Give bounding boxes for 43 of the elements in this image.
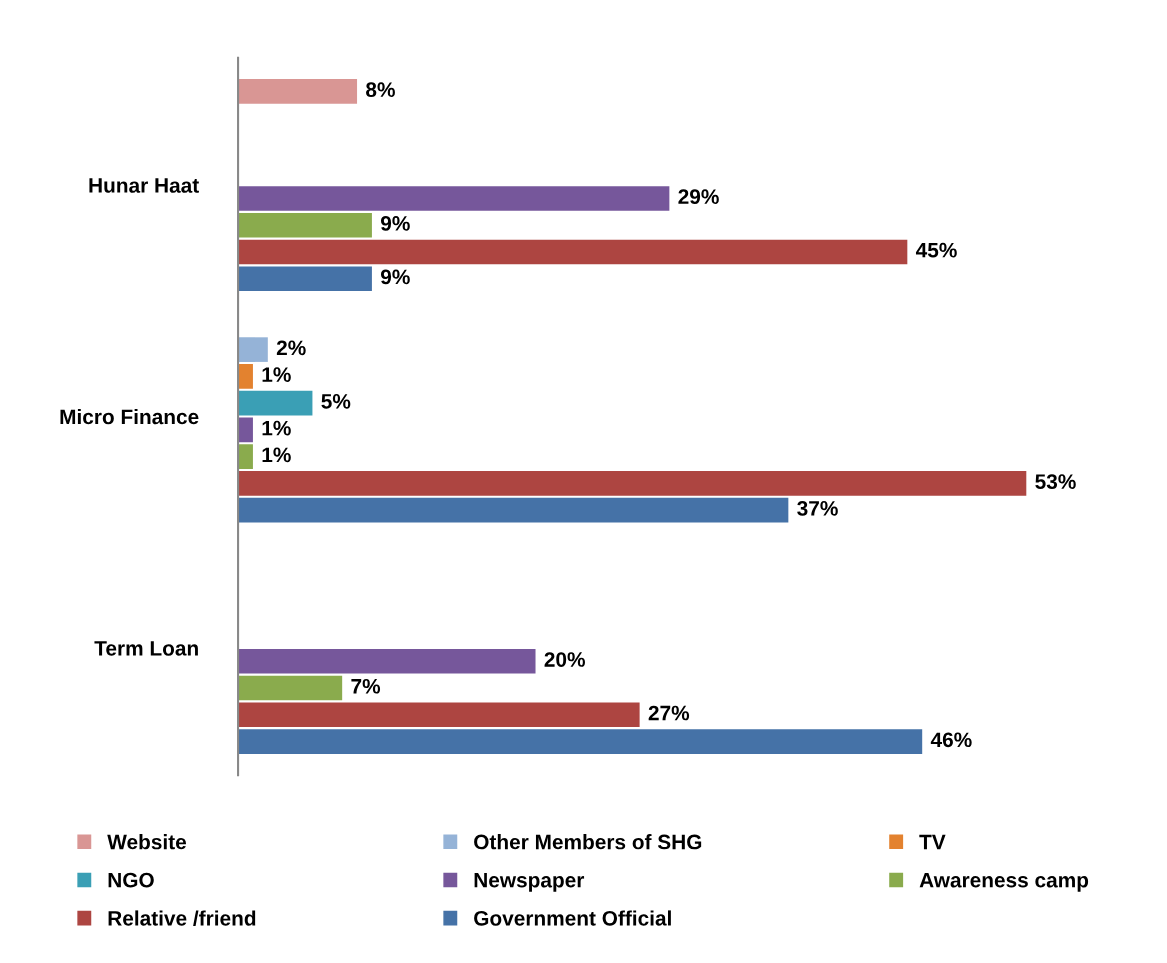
data-label: 9% — [380, 216, 410, 231]
bar — [238, 79, 358, 104]
data-label: 53% — [1035, 474, 1076, 490]
data-label: 5% — [321, 394, 351, 409]
data-label: 8% — [366, 82, 395, 98]
data-label: 9% — [380, 269, 410, 285]
bar — [238, 702, 640, 728]
legend-label: Newspaper — [474, 872, 585, 892]
bar — [238, 497, 789, 523]
data-label: 46% — [930, 732, 972, 748]
bar — [238, 390, 313, 416]
bar — [238, 266, 372, 292]
bar — [238, 675, 343, 701]
legend-label: Other Members of SHG — [474, 834, 702, 850]
data-label: 27% — [648, 705, 690, 721]
bar — [238, 212, 372, 238]
legend-label: NGO — [108, 872, 154, 888]
bar — [238, 337, 268, 362]
legend-label: TV — [919, 834, 946, 850]
data-label: 1% — [262, 447, 291, 463]
data-label: 1% — [262, 420, 291, 436]
bar — [238, 239, 908, 265]
bar — [238, 649, 536, 674]
legend-label: Government Official — [474, 910, 671, 926]
bar — [238, 444, 253, 469]
legend-label: Awareness camp — [919, 872, 1089, 892]
data-label: 7% — [351, 678, 381, 694]
data-label: 45% — [915, 242, 957, 258]
legend-label: Website — [107, 834, 187, 850]
data-label: 29% — [678, 189, 719, 205]
y-tick-label: Micro Finance — [60, 408, 199, 425]
data-label: 1% — [262, 367, 291, 382]
bar — [238, 729, 923, 754]
data-label: 20% — [544, 652, 585, 667]
bar — [238, 364, 253, 389]
data-label: 37% — [797, 500, 838, 516]
data-label: 2% — [276, 340, 306, 356]
y-tick-label: Hunar Haat — [89, 178, 199, 193]
legend-label: Relative /friend — [108, 910, 256, 926]
bar — [238, 471, 1027, 496]
y-tick-label: Term Loan — [94, 641, 198, 656]
bar — [238, 417, 253, 443]
bar — [238, 186, 670, 211]
